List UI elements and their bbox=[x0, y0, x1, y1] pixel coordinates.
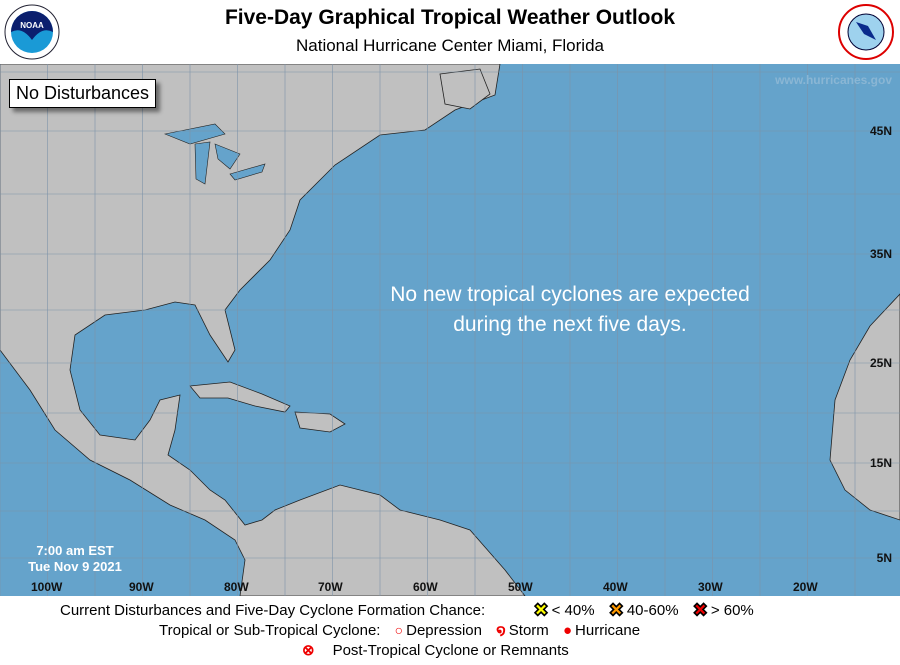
outlook-map bbox=[0, 64, 900, 596]
issued-time: 7:00 am EST bbox=[36, 543, 114, 558]
page-subtitle: National Hurricane Center Miami, Florida bbox=[295, 36, 604, 55]
svg-text:NOAA: NOAA bbox=[20, 21, 44, 30]
x-high-icon: ✖ bbox=[692, 600, 708, 621]
hurricane-icon: ● bbox=[562, 621, 573, 639]
post-tropical-icon: ⊗ bbox=[302, 642, 315, 660]
lon-label: 20W bbox=[793, 580, 818, 594]
legend-row-formation-chance: Current Disturbances and Five-Day Cyclon… bbox=[0, 600, 900, 621]
x-medium-icon: ✖ bbox=[608, 600, 624, 621]
legend-post-tropical: Post-Tropical Cyclone or Remnants bbox=[332, 641, 569, 659]
graticule bbox=[0, 64, 900, 596]
newfoundland bbox=[439, 68, 491, 110]
lat-label: 45N bbox=[869, 124, 892, 138]
issued-date: Tue Nov 9 2021 bbox=[28, 559, 122, 574]
legend-hurricane: Hurricane bbox=[575, 621, 641, 639]
legend-row-cyclone: Tropical or Sub-Tropical Cyclone: ○ Depre… bbox=[0, 621, 900, 640]
legend-label: Current Disturbances and Five-Day Cyclon… bbox=[60, 602, 486, 619]
legend-label: Tropical or Sub-Tropical Cyclone: bbox=[159, 621, 381, 639]
message-line-1: No new tropical cyclones are expected bbox=[390, 283, 750, 306]
issued-timestamp: 7:00 am EST Tue Nov 9 2021 bbox=[20, 543, 130, 575]
lat-label: 5N bbox=[876, 551, 892, 565]
lon-label: 30W bbox=[698, 580, 723, 594]
great-lakes bbox=[163, 123, 266, 185]
africa bbox=[829, 293, 900, 521]
message-line-2: during the next five days. bbox=[453, 313, 687, 336]
legend-storm: Storm bbox=[508, 621, 549, 639]
lat-label: 35N bbox=[869, 247, 892, 261]
lon-label: 40W bbox=[603, 580, 628, 594]
outlook-message: No new tropical cyclones are expected du… bbox=[320, 280, 820, 340]
lon-label: 70W bbox=[318, 580, 343, 594]
depression-icon: ○ bbox=[394, 622, 404, 639]
storm-icon: ໑ bbox=[496, 622, 506, 640]
nws-logo bbox=[838, 4, 894, 60]
legend-row-post-tropical: ⊗ Post-Tropical Cyclone or Remnants bbox=[0, 641, 900, 660]
legend-medium: 40-60% bbox=[626, 602, 679, 619]
legend-high: > 60% bbox=[710, 602, 754, 619]
lon-label: 60W bbox=[413, 580, 438, 594]
status-box: No Disturbances bbox=[9, 79, 157, 108]
legend-depression: Depression bbox=[406, 621, 482, 639]
lat-label: 15N bbox=[869, 456, 892, 470]
lon-label: 100W bbox=[31, 580, 63, 594]
x-low-icon: ✖ bbox=[533, 600, 549, 621]
legend-low: < 40% bbox=[551, 602, 595, 619]
lon-label: 50W bbox=[508, 580, 533, 594]
header: NOAA Five-Day Graphical Tropical Weather… bbox=[0, 0, 900, 64]
website-label[interactable]: www.hurricanes.gov bbox=[775, 73, 892, 87]
lon-label: 90W bbox=[129, 580, 154, 594]
noaa-logo: NOAA bbox=[4, 4, 60, 60]
page-title: Five-Day Graphical Tropical Weather Outl… bbox=[224, 6, 676, 29]
lon-label: 80W bbox=[224, 580, 249, 594]
lat-label: 25N bbox=[869, 356, 892, 370]
